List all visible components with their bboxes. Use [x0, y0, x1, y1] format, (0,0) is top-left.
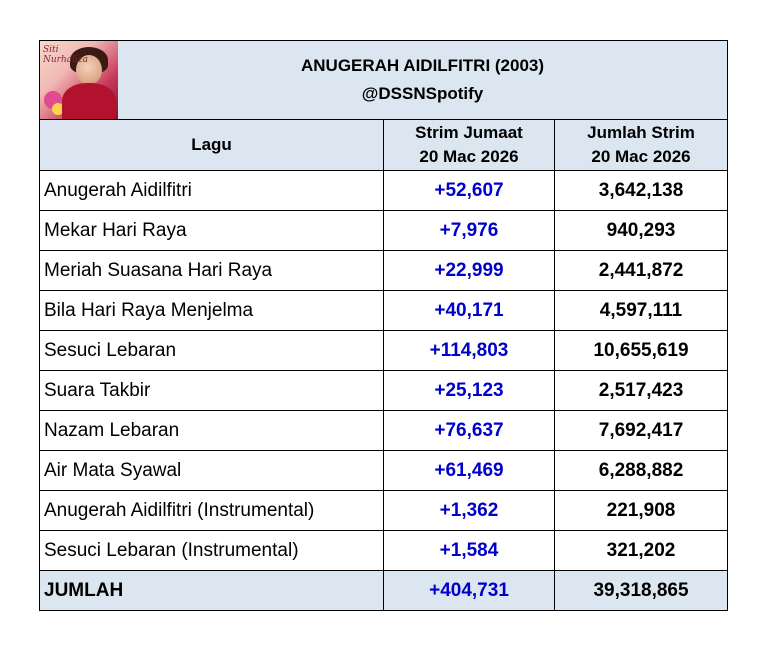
album-cover-cell: Siti Nurhaliza [39, 40, 118, 120]
total-streams: 2,517,423 [553, 370, 729, 411]
song-name: Suara Takbir [39, 370, 384, 411]
total-streams: 221,908 [553, 490, 729, 531]
table-row: Mekar Hari Raya +7,976 940,293 [39, 210, 729, 251]
daily-streams: +61,469 [383, 450, 555, 491]
column-header-total: Jumlah Strim 20 Mac 2026 [553, 119, 729, 171]
song-name: Anugerah Aidilfitri (Instrumental) [39, 490, 384, 531]
daily-streams: +52,607 [383, 170, 555, 211]
song-name: Sesuci Lebaran [39, 330, 384, 371]
table-subtitle: @DSSNSpotify [361, 84, 484, 103]
stream-table: Siti Nurhaliza ANUGERAH AIDILFITRI (2003… [39, 40, 729, 611]
table-row: Nazam Lebaran +76,637 7,692,417 [39, 410, 729, 451]
daily-streams: +7,976 [383, 210, 555, 251]
daily-streams: +1,584 [383, 530, 555, 571]
table-title: ANUGERAH AIDILFITRI (2003) [300, 56, 545, 75]
table-row: Sesuci Lebaran +114,803 10,655,619 [39, 330, 729, 371]
total-streams: 7,692,417 [553, 410, 729, 451]
summary-label: JUMLAH [39, 570, 384, 611]
table-row: Anugerah Aidilfitri (Instrumental) +1,362… [39, 490, 729, 531]
total-streams: 4,597,111 [553, 290, 729, 331]
total-streams: 2,441,872 [553, 250, 729, 291]
song-name: Air Mata Syawal [39, 450, 384, 491]
song-name: Meriah Suasana Hari Raya [39, 250, 384, 291]
column-header-row: Lagu Strim Jumaat 20 Mac 2026 Jumlah Str… [39, 119, 729, 171]
table-row: Bila Hari Raya Menjelma +40,171 4,597,111 [39, 290, 729, 331]
summary-row: JUMLAH +404,731 39,318,865 [39, 570, 729, 611]
table-row: Sesuci Lebaran (Instrumental) +1,584 321,2… [39, 530, 729, 571]
title-cell: ANUGERAH AIDILFITRI (2003) @DSSNSpotify [116, 40, 729, 120]
table-row: Suara Takbir +25,123 2,517,423 [39, 370, 729, 411]
stream-table-sheet: Siti Nurhaliza ANUGERAH AIDILFITRI (2003… [39, 40, 729, 611]
daily-streams: +40,171 [383, 290, 555, 331]
table-row: Meriah Suasana Hari Raya +22,999 2,441,872 [39, 250, 729, 291]
summary-total: 39,318,865 [553, 570, 729, 611]
song-name: Nazam Lebaran [39, 410, 384, 451]
album-cover-script-logo: Siti Nurhaliza [43, 45, 88, 65]
total-streams: 6,288,882 [553, 450, 729, 491]
total-streams: 321,202 [553, 530, 729, 571]
table-row: Anugerah Aidilfitri +52,607 3,642,138 [39, 170, 729, 211]
daily-streams: +1,362 [383, 490, 555, 531]
column-header-daily: Strim Jumaat 20 Mac 2026 [383, 119, 555, 171]
total-streams: 3,642,138 [553, 170, 729, 211]
daily-streams: +114,803 [383, 330, 555, 371]
total-streams: 940,293 [553, 210, 729, 251]
daily-streams: +22,999 [383, 250, 555, 291]
song-name: Anugerah Aidilfitri [39, 170, 384, 211]
song-name: Bila Hari Raya Menjelma [39, 290, 384, 331]
daily-streams: +25,123 [383, 370, 555, 411]
total-streams: 10,655,619 [553, 330, 729, 371]
daily-streams: +76,637 [383, 410, 555, 451]
song-name: Mekar Hari Raya [39, 210, 384, 251]
column-header-song: Lagu [39, 119, 384, 171]
album-cover-image: Siti Nurhaliza [40, 41, 118, 119]
title-row: Siti Nurhaliza ANUGERAH AIDILFITRI (2003… [39, 40, 729, 120]
song-name: Sesuci Lebaran (Instrumental) [39, 530, 384, 571]
table-row: Air Mata Syawal +61,469 6,288,882 [39, 450, 729, 491]
summary-daily: +404,731 [383, 570, 555, 611]
